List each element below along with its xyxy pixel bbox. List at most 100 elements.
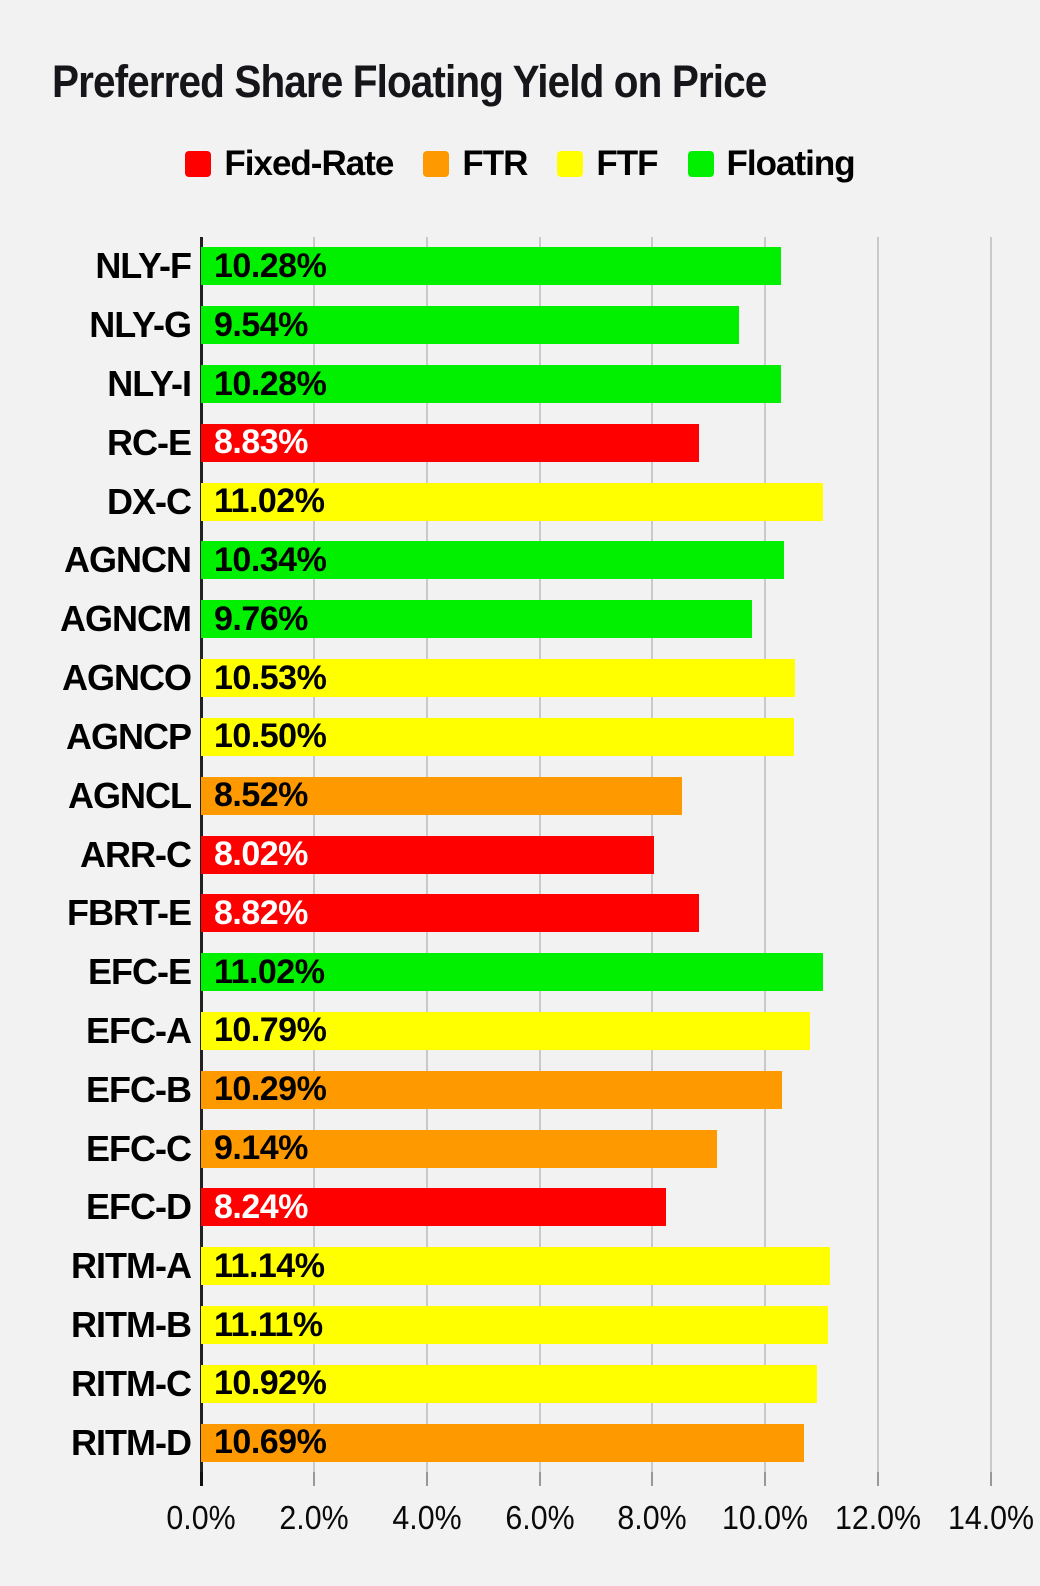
bar-track: 10.29% xyxy=(201,1070,991,1109)
chart-title: Preferred Share Floating Yield on Price xyxy=(52,56,767,107)
row-label: ARR-C xyxy=(80,833,192,875)
row-label: AGNCL xyxy=(68,774,192,816)
bar-value-label: 9.14% xyxy=(214,1129,308,1168)
bar-track: 9.76% xyxy=(201,599,991,639)
bar-value-label: 11.02% xyxy=(214,952,325,991)
legend-item-fixed-rate: Fixed-Rate xyxy=(185,144,394,184)
row-label: AGNCM xyxy=(60,598,192,640)
row-label: EFC-B xyxy=(86,1068,192,1110)
bar-efc-d: 8.24% xyxy=(201,1187,666,1227)
bar-value-label: 8.83% xyxy=(214,423,308,462)
bar-efc-a: 10.79% xyxy=(201,1011,810,1050)
bar-dx-c: 11.02% xyxy=(201,482,823,521)
chart-legend: Fixed-Rate FTR FTF Floating xyxy=(0,142,1040,186)
plot-rows: NLY-F 10.28% NLY-G 9.54% NLY-I 10.28% RC-E 8.83… xyxy=(0,237,1040,1472)
legend-label-ftf: FTF xyxy=(596,144,658,183)
chart-row-rc-e: RC-E 8.83% xyxy=(0,413,1040,472)
bar-track: 10.53% xyxy=(201,658,991,698)
bar-value-label: 9.76% xyxy=(214,599,308,638)
axis-tick xyxy=(651,1472,654,1486)
x-axis-ticks xyxy=(200,1472,992,1488)
row-label: NLY-G xyxy=(89,304,192,346)
bar-agncm: 9.76% xyxy=(201,599,752,639)
chart-row-efc-b: EFC-B 10.29% xyxy=(0,1060,1040,1119)
bar-efc-c: 9.14% xyxy=(201,1129,717,1168)
bar-ritm-b: 11.11% xyxy=(201,1305,828,1345)
bar-value-label: 8.24% xyxy=(214,1187,308,1226)
x-tick-label: 12.0% xyxy=(835,1499,922,1536)
gridline xyxy=(764,237,767,1472)
row-label: RITM-C xyxy=(71,1362,192,1404)
chart-row-ritm-d: RITM-D 10.69% xyxy=(0,1413,1040,1472)
bar-track: 10.92% xyxy=(201,1364,991,1403)
bar-nly-g: 9.54% xyxy=(201,306,740,345)
bar-value-label: 10.69% xyxy=(214,1423,327,1462)
bar-track: 10.79% xyxy=(201,1011,991,1050)
legend-label-ftr: FTR xyxy=(462,144,528,183)
row-label: RITM-D xyxy=(71,1421,192,1463)
bar-chart: NLY-F 10.28% NLY-G 9.54% NLY-I 10.28% RC-E 8.83… xyxy=(0,237,1040,1567)
chart-row-ritm-a: RITM-A 11.14% xyxy=(0,1237,1040,1296)
row-label: DX-C xyxy=(107,480,192,522)
x-tick-label: 10.0% xyxy=(722,1499,809,1536)
fixed-rate-swatch xyxy=(185,151,212,177)
bar-ritm-c: 10.92% xyxy=(201,1364,818,1403)
bar-track: 10.50% xyxy=(201,717,991,756)
legend-label-floating: Floating xyxy=(726,144,856,183)
axis-tick xyxy=(538,1472,541,1486)
chart-row-efc-e: EFC-E 11.02% xyxy=(0,943,1040,1002)
chart-row-efc-a: EFC-A 10.79% xyxy=(0,1002,1040,1061)
bar-track: 8.52% xyxy=(201,776,991,815)
bar-fbrt-e: 8.82% xyxy=(201,894,699,933)
bar-value-label: 10.79% xyxy=(214,1011,327,1050)
bar-agnco: 10.53% xyxy=(201,658,796,698)
bar-track: 11.02% xyxy=(201,482,991,521)
bar-efc-b: 10.29% xyxy=(201,1070,782,1109)
row-label: EFC-C xyxy=(86,1127,192,1169)
floating-swatch xyxy=(687,151,714,177)
bar-track: 9.14% xyxy=(201,1129,991,1168)
row-label: NLY-F xyxy=(95,245,192,287)
axis-tick xyxy=(877,1472,880,1486)
axis-tick xyxy=(425,1472,428,1486)
chart-row-nly-i: NLY-I 10.28% xyxy=(0,355,1040,414)
row-label: RC-E xyxy=(107,421,192,463)
bar-track: 11.02% xyxy=(201,952,991,992)
row-label: NLY-I xyxy=(107,363,192,405)
bar-track: 8.82% xyxy=(201,894,991,933)
bar-value-label: 10.28% xyxy=(214,364,327,403)
bar-track: 11.14% xyxy=(201,1247,991,1286)
bar-efc-e: 11.02% xyxy=(201,952,823,992)
bar-track: 10.28% xyxy=(201,364,991,404)
bar-ritm-a: 11.14% xyxy=(201,1247,830,1286)
row-label: AGNCP xyxy=(65,715,192,757)
bar-value-label: 11.11% xyxy=(214,1305,323,1344)
axis-tick xyxy=(200,1472,203,1486)
row-label: RITM-A xyxy=(71,1245,192,1287)
chart-row-agncn: AGNCN 10.34% xyxy=(0,531,1040,590)
chart-row-agncm: AGNCM 9.76% xyxy=(0,590,1040,649)
legend-item-ftf: FTF xyxy=(557,144,659,184)
x-tick-label: 2.0% xyxy=(279,1499,349,1536)
bar-arr-c: 8.02% xyxy=(201,835,654,874)
x-tick-label: 0.0% xyxy=(166,1499,236,1536)
legend-item-ftr: FTR xyxy=(423,144,528,184)
bar-track: 8.24% xyxy=(201,1187,991,1227)
bar-track: 9.54% xyxy=(201,306,991,345)
row-label: EFC-E xyxy=(88,951,192,993)
legend-label-fixed-rate: Fixed-Rate xyxy=(224,144,394,183)
x-tick-label: 6.0% xyxy=(504,1499,575,1536)
row-label: RITM-B xyxy=(71,1304,192,1346)
chart-row-agncl: AGNCL 8.52% xyxy=(0,766,1040,825)
bar-value-label: 10.50% xyxy=(214,717,327,756)
chart-row-agnco: AGNCO 10.53% xyxy=(0,649,1040,708)
chart-row-dx-c: DX-C 11.02% xyxy=(0,472,1040,531)
x-tick-label: 4.0% xyxy=(392,1499,462,1536)
bar-agncn: 10.34% xyxy=(201,541,785,580)
bar-agncl: 8.52% xyxy=(201,776,682,815)
bar-value-label: 10.53% xyxy=(214,658,327,697)
row-label: EFC-D xyxy=(86,1186,192,1228)
chart-row-ritm-c: RITM-C 10.92% xyxy=(0,1354,1040,1413)
chart-row-ritm-b: RITM-B 11.11% xyxy=(0,1296,1040,1355)
